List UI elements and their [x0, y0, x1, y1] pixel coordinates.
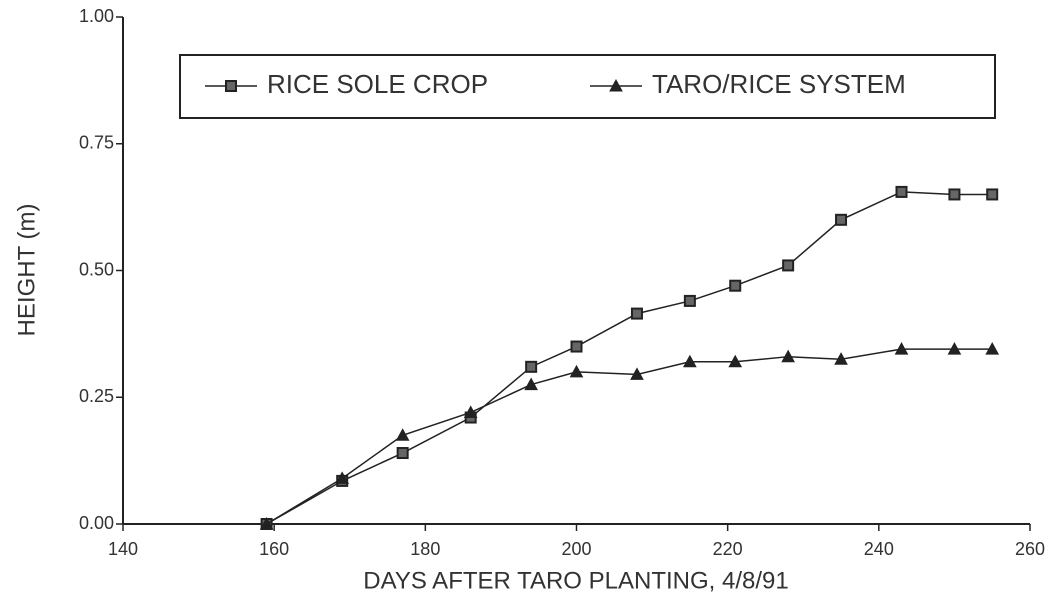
data-point	[948, 188, 961, 201]
data-point	[630, 367, 644, 380]
y-tick-label: 0.00	[79, 513, 114, 533]
y-tick-label: 0.25	[79, 386, 114, 406]
x-tick-label: 160	[259, 539, 289, 559]
data-point	[463, 405, 478, 418]
x-axis-title: DAYS AFTER TARO PLANTING, 4/8/91	[363, 567, 788, 594]
legend-marker	[225, 80, 237, 92]
data-point	[835, 213, 848, 226]
data-point	[683, 294, 696, 307]
data-point	[895, 185, 908, 198]
x-tick-label: 240	[864, 539, 894, 559]
data-point	[524, 377, 538, 391]
data-point	[570, 340, 583, 353]
data-point	[834, 352, 848, 365]
legend-label: TARO/RICE SYSTEM	[652, 69, 906, 99]
data-point	[525, 360, 538, 373]
x-tick-label: 140	[108, 539, 138, 559]
data-point	[630, 307, 643, 320]
x-tick-label: 260	[1015, 539, 1045, 559]
data-point	[335, 471, 350, 484]
data-point	[985, 342, 1000, 355]
legend-box	[179, 54, 996, 119]
x-tick-label: 220	[713, 539, 743, 559]
y-axis-title: HEIGHT (m)	[13, 204, 40, 337]
data-point	[947, 342, 962, 355]
data-point	[396, 447, 409, 460]
data-point	[781, 349, 795, 363]
legend-marker	[609, 78, 623, 92]
data-point	[729, 279, 742, 292]
x-tick-label: 200	[561, 539, 591, 559]
data-point	[569, 364, 584, 378]
series-line	[266, 191, 993, 525]
series-line	[266, 348, 993, 525]
y-tick-label: 1.00	[79, 6, 114, 26]
data-point	[986, 188, 999, 201]
data-point	[683, 354, 697, 368]
data-point	[395, 428, 410, 441]
y-tick-label: 0.75	[79, 133, 114, 153]
data-point	[259, 516, 274, 530]
x-tick-label: 180	[410, 539, 440, 559]
legend-label: RICE SOLE CROP	[267, 69, 488, 99]
data-point	[894, 342, 909, 355]
data-point	[782, 259, 795, 272]
data-point	[728, 354, 743, 368]
y-tick-label: 0.50	[79, 259, 114, 279]
